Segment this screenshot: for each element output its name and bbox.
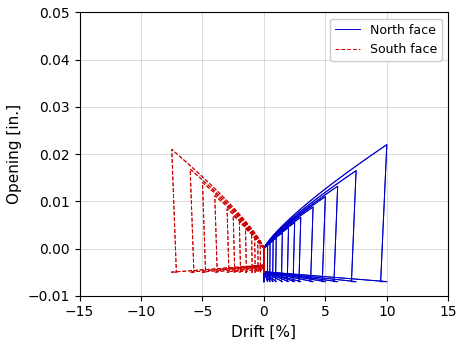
Line: South face: South face bbox=[260, 245, 263, 272]
North face bbox=[264, 243, 270, 247]
North face bbox=[261, 246, 266, 251]
Y-axis label: Opening [in.]: Opening [in.] bbox=[7, 104, 22, 204]
South face bbox=[258, 244, 264, 248]
North face bbox=[261, 246, 266, 251]
North face bbox=[261, 271, 267, 275]
South face bbox=[257, 266, 263, 270]
South face bbox=[257, 262, 263, 266]
North face bbox=[261, 246, 266, 251]
North face bbox=[264, 274, 269, 279]
South face bbox=[257, 243, 263, 247]
Line: North face: North face bbox=[263, 245, 267, 282]
North face bbox=[261, 270, 266, 274]
X-axis label: Drift [%]: Drift [%] bbox=[231, 325, 296, 340]
Legend: North face, South face: North face, South face bbox=[329, 19, 441, 61]
South face bbox=[261, 246, 266, 251]
North face bbox=[264, 280, 269, 284]
South face bbox=[257, 270, 263, 274]
South face bbox=[260, 264, 266, 268]
South face bbox=[261, 246, 266, 251]
South face bbox=[261, 246, 266, 251]
North face bbox=[263, 245, 268, 249]
North face bbox=[264, 268, 269, 272]
South face bbox=[261, 263, 266, 267]
